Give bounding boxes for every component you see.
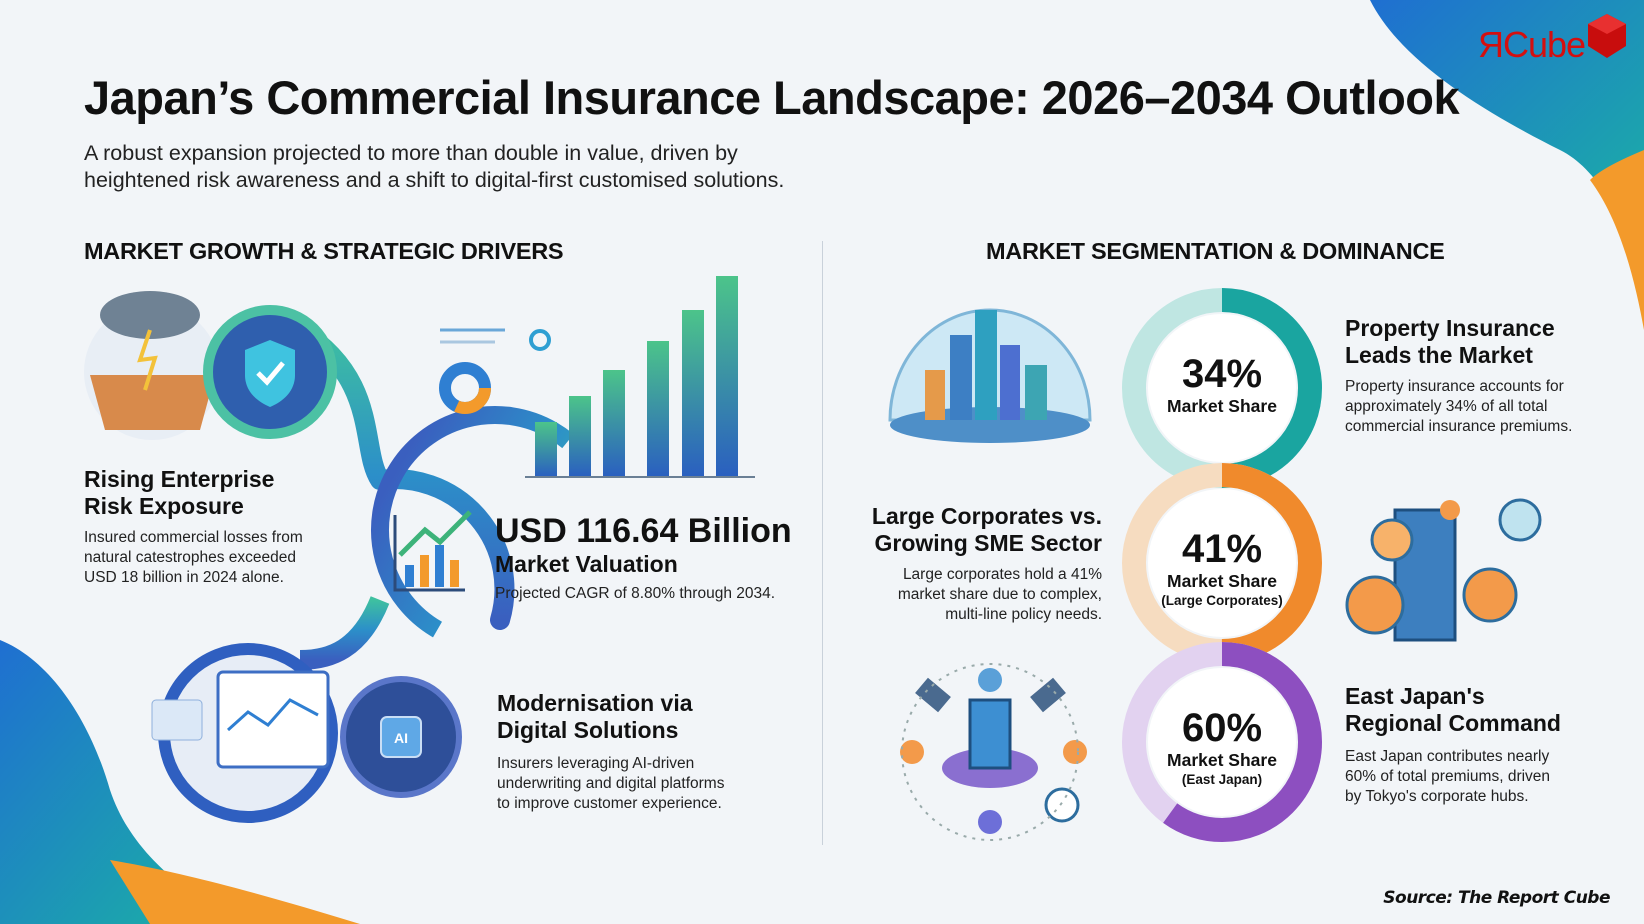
ring-share-arc bbox=[1122, 642, 1322, 842]
risk-title: Rising Enterprise Risk Exposure bbox=[84, 466, 275, 519]
logo: ЯCube bbox=[1478, 12, 1628, 76]
corporate-network-icon bbox=[1345, 498, 1542, 642]
page-title: Japan’s Commercial Insurance Landscape: … bbox=[84, 71, 1460, 124]
property-body: Property insurance accounts for approxima… bbox=[1345, 378, 1573, 435]
corporates-title: Large Corporates vs. Growing SME Sector bbox=[871, 503, 1102, 556]
storm-earthquake-icon bbox=[84, 291, 220, 440]
risk-body: Insured commercial losses from natural ca… bbox=[84, 529, 303, 586]
section-heading-segmentation: MARKET SEGMENTATION & DOMINANCE bbox=[986, 238, 1445, 264]
city-dome-icon bbox=[888, 308, 1092, 443]
bar-chart-illustration bbox=[525, 276, 755, 478]
corner-blob-bottom-left bbox=[0, 640, 240, 924]
valuation-block: USD 116.64 Billion Market Valuation Proj… bbox=[495, 512, 792, 604]
east-japan-body: East Japan contributes nearly 60% of tota… bbox=[1345, 748, 1551, 805]
risk-block: Rising Enterprise Risk Exposure Insured c… bbox=[84, 466, 303, 588]
ai-chip-icon: AI bbox=[340, 676, 462, 798]
page-subtitle: A robust expansion projected to more tha… bbox=[84, 140, 904, 194]
growth-chart-icon bbox=[393, 510, 472, 592]
valuation-note: Projected CAGR of 8.80% through 2034. bbox=[495, 585, 776, 602]
ring-label-east-japan: 60% Market Share (East Japan) bbox=[1167, 706, 1277, 787]
satellite-hub-icon bbox=[900, 663, 1087, 841]
digital-title: Modernisation via Digital Solutions bbox=[497, 690, 693, 743]
valuation-value: USD 116.64 Billion bbox=[495, 512, 792, 550]
ring-center bbox=[1148, 668, 1296, 816]
ring-label-corporates: 41% Market Share (Large Corporates) bbox=[1161, 527, 1283, 608]
ring-center bbox=[1148, 314, 1296, 462]
property-title: Property Insurance Leads the Market bbox=[1345, 315, 1555, 368]
svg-text:AI: AI bbox=[394, 730, 408, 746]
ring-center bbox=[1148, 489, 1296, 637]
shield-check-icon bbox=[203, 305, 337, 439]
corner-blob-top-right bbox=[1370, 0, 1644, 260]
dashboard-icon bbox=[151, 643, 338, 823]
east-japan-block: East Japan's Regional Command East Japan … bbox=[1345, 683, 1561, 807]
digital-body: Insurers leveraging AI-driven underwritin… bbox=[497, 755, 725, 812]
logo-cube-icon bbox=[1588, 14, 1626, 58]
source-credit: Source: The Report Cube bbox=[1383, 888, 1610, 908]
corporates-body: Large corporates hold a 41% market share … bbox=[897, 566, 1102, 623]
section-heading-growth: MARKET GROWTH & STRATEGIC DRIVERS bbox=[84, 238, 564, 264]
logo-text: ЯCube bbox=[1478, 24, 1586, 65]
donut-chart-icon bbox=[439, 328, 551, 414]
digital-block: Modernisation via Digital Solutions Insur… bbox=[497, 690, 724, 814]
corporates-block: Large Corporates vs. Growing SME Sector L… bbox=[872, 503, 1102, 625]
subtitle-line: heightened risk awareness and a shift to… bbox=[84, 168, 785, 192]
ring-label-property: 34% Market Share bbox=[1167, 352, 1277, 416]
subtitle-line: A robust expansion projected to more tha… bbox=[84, 141, 738, 165]
property-block: Property Insurance Leads the Market Prope… bbox=[1345, 315, 1572, 437]
section-divider bbox=[822, 241, 823, 845]
corner-blob-orange bbox=[1590, 150, 1644, 330]
valuation-label: Market Valuation bbox=[495, 551, 678, 577]
east-japan-title: East Japan's Regional Command bbox=[1345, 683, 1561, 736]
